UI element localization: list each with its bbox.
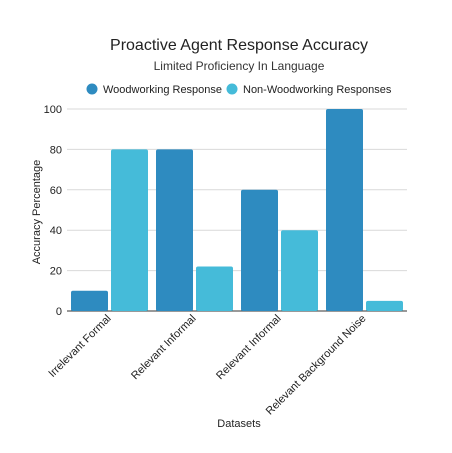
x-axis-ticks: Irrelevant Formal Relevant Informal Releva… — [46, 313, 368, 418]
y-tick-label: 0 — [56, 306, 62, 318]
y-tick-label: 60 — [50, 185, 62, 197]
x-axis-label: Datasets — [217, 418, 261, 430]
chart-subtitle: Limited Proficiency In Language — [154, 59, 325, 73]
bar — [326, 109, 363, 311]
x-tick-label: Relevant Informal — [214, 313, 283, 382]
y-axis-ticks: 0 20 40 60 80 100 — [44, 104, 62, 318]
legend-label: Woodworking Response — [103, 84, 222, 96]
bar — [156, 149, 193, 311]
bar — [111, 149, 148, 311]
x-tick-label: Relevant Informal — [129, 313, 198, 382]
chart-legend: Woodworking Response Non-Woodworking Resp… — [86, 83, 392, 96]
x-tick-label: Relevant Background Noise — [264, 313, 369, 418]
bar — [366, 300, 403, 311]
bar — [196, 266, 233, 311]
x-tick-label: Irrelevant Formal — [46, 313, 113, 380]
chart-title: Proactive Agent Response Accuracy — [110, 37, 368, 54]
bars-group — [71, 109, 403, 311]
bar — [71, 290, 108, 311]
legend-marker — [226, 83, 238, 95]
y-tick-label: 100 — [44, 104, 62, 116]
y-tick-label: 80 — [50, 144, 62, 156]
legend-label: Non-Woodworking Responses — [243, 84, 392, 96]
y-tick-label: 40 — [50, 225, 62, 237]
legend-marker — [86, 83, 98, 95]
y-tick-label: 20 — [50, 266, 62, 278]
bar — [241, 189, 278, 311]
bar — [281, 230, 318, 311]
y-axis-label: Accuracy Percentage — [31, 160, 43, 265]
